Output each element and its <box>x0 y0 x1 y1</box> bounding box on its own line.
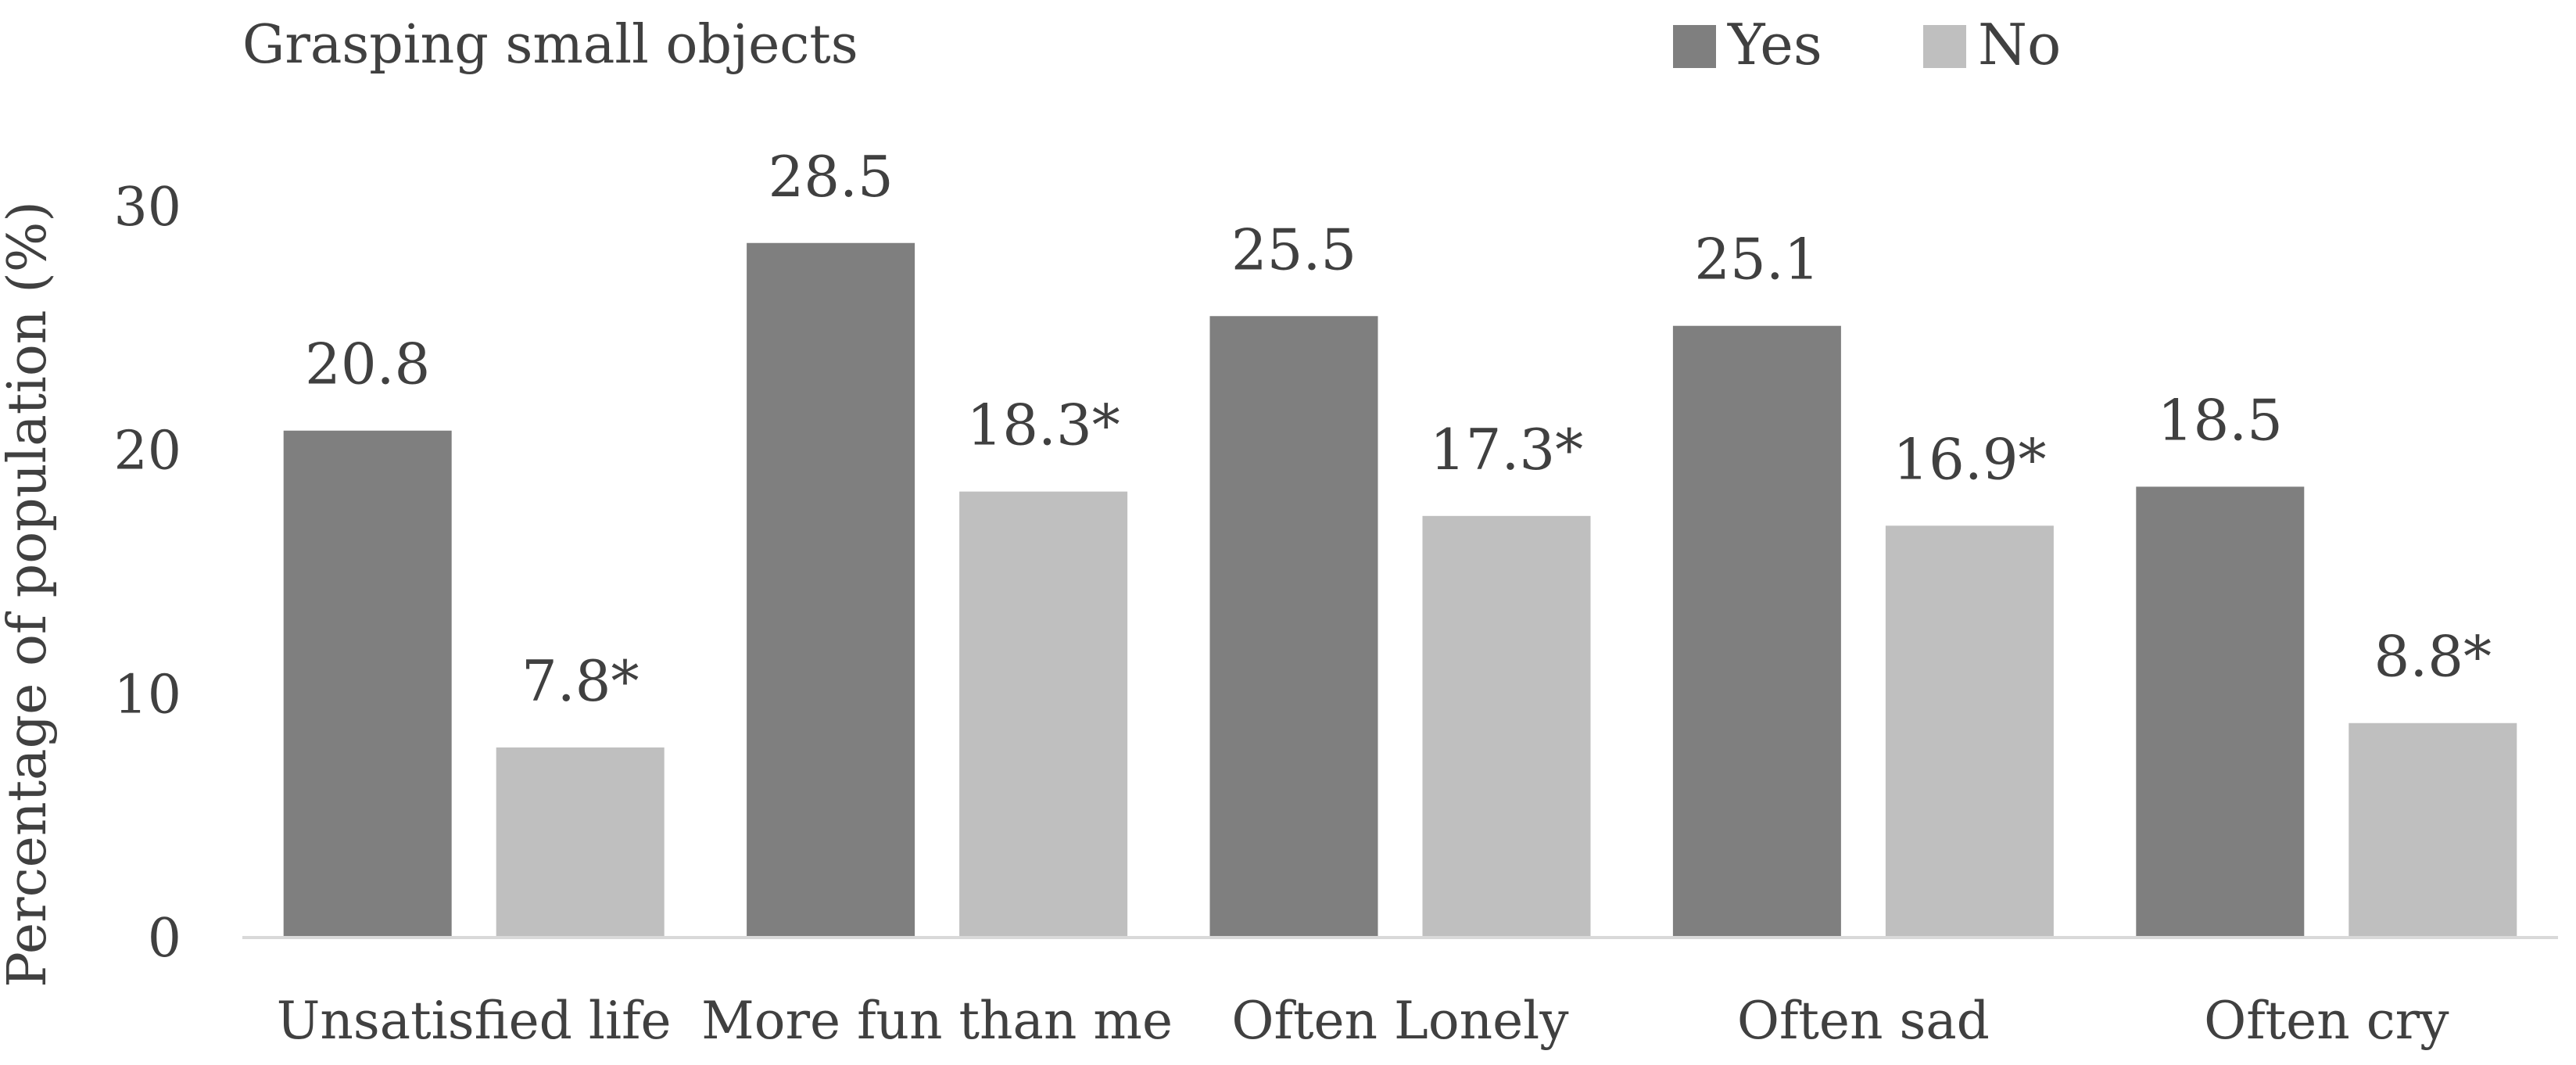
data-labels: 20.8 7.8* 28.5 18.3* 25.5 17.3* 25.1 16.9* 18.5 8… <box>305 144 2492 714</box>
y-axis-ticks: 0 10 20 30 <box>113 177 181 970</box>
legend-label-no: No <box>1978 12 2061 77</box>
bar-no-1 <box>959 491 1128 938</box>
bar-no-4 <box>2348 723 2517 938</box>
bar-yes-1 <box>747 242 915 938</box>
data-label-no-4: 8.8* <box>2374 624 2492 690</box>
data-label-no-3: 16.9* <box>1893 426 2046 492</box>
category-label: Often Lonely <box>1231 991 1569 1051</box>
bar-yes-2 <box>1209 316 1378 938</box>
y-tick-label: 30 <box>113 177 181 238</box>
data-label-yes-1: 28.5 <box>768 144 893 210</box>
x-axis-categories: Unsatisfied life More fun than me Often Lo… <box>277 991 2449 1051</box>
legend-swatch-no <box>1923 25 1966 68</box>
chart-title: Grasping small objects <box>242 14 858 76</box>
bar-no-3 <box>1885 525 2054 938</box>
data-label-no-1: 18.3* <box>966 393 1120 458</box>
y-tick-label: 10 <box>113 664 181 726</box>
legend-label-yes: Yes <box>1727 12 1822 77</box>
category-label: More fun than me <box>701 991 1173 1051</box>
category-label: Often cry <box>2204 991 2449 1051</box>
y-tick-label: 0 <box>148 908 181 970</box>
legend-swatch-yes <box>1673 25 1716 68</box>
bar-yes-0 <box>283 430 452 938</box>
y-axis-label: Percentage of population (%) <box>0 201 59 988</box>
data-label-no-2: 17.3* <box>1430 417 1583 482</box>
bars <box>283 242 2517 938</box>
data-label-no-0: 7.8* <box>521 648 640 714</box>
bar-no-0 <box>496 747 665 938</box>
bar-no-2 <box>1422 515 1591 938</box>
data-label-yes-0: 20.8 <box>305 332 430 397</box>
category-label: Unsatisfied life <box>277 991 672 1051</box>
bar-yes-4 <box>2136 486 2305 938</box>
bar-yes-3 <box>1672 325 1841 938</box>
y-tick-label: 20 <box>113 421 181 482</box>
category-label: Often sad <box>1737 991 1990 1051</box>
legend: Yes No <box>1673 12 2061 77</box>
data-label-yes-3: 25.1 <box>1694 227 1819 292</box>
data-label-yes-4: 18.5 <box>2158 387 2283 453</box>
data-label-yes-2: 25.5 <box>1231 217 1356 282</box>
